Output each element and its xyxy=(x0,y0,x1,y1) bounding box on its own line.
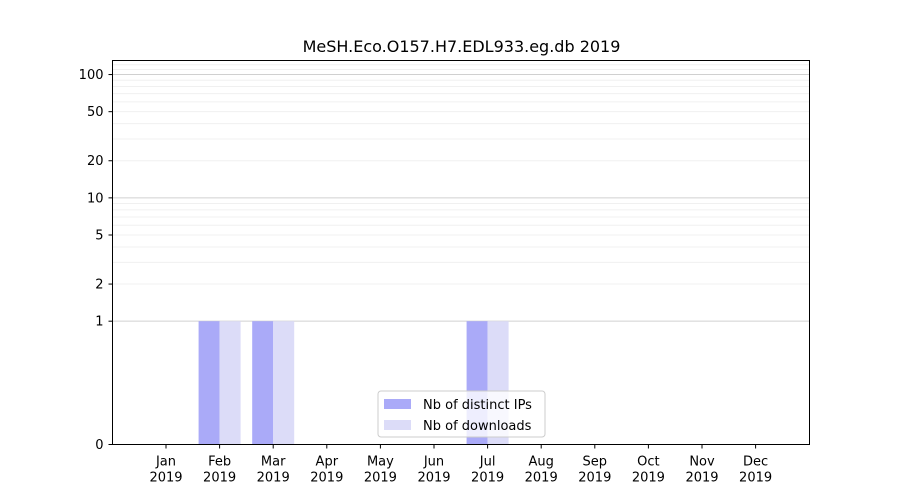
legend-label: Nb of downloads xyxy=(423,419,532,434)
y-tick-label: 1 xyxy=(95,315,103,330)
x-tick-label-year: 2019 xyxy=(525,471,558,486)
grid-lines xyxy=(112,64,810,322)
bar-downloads xyxy=(219,321,241,445)
x-tick-label-month: Jan xyxy=(155,455,176,470)
legend: Nb of distinct IPs Nb of downloads xyxy=(377,390,546,438)
bar-downloads xyxy=(273,321,295,445)
x-tick-label-year: 2019 xyxy=(471,471,504,486)
bar-distinct-ips xyxy=(198,321,220,445)
y-tick-label: 0 xyxy=(95,438,103,453)
x-tick-label-year: 2019 xyxy=(578,471,611,486)
x-tick-label-year: 2019 xyxy=(364,471,397,486)
x-tick-label-year: 2019 xyxy=(632,471,665,486)
x-tick-label-year: 2019 xyxy=(417,471,450,486)
legend-swatch xyxy=(384,420,411,430)
x-tick-label-month: Jun xyxy=(423,455,444,470)
x-tick-label-year: 2019 xyxy=(257,471,290,486)
x-tick-label-month: Sep xyxy=(583,455,608,470)
x-tick-label-month: May xyxy=(367,455,394,470)
x-tick-label-year: 2019 xyxy=(149,471,182,486)
y-tick-label: 20 xyxy=(87,154,104,169)
x-tick-label-month: Feb xyxy=(208,455,231,470)
bar-distinct-ips xyxy=(252,321,274,445)
plot-frame xyxy=(112,60,810,445)
x-axis: Jan2019Feb2019Mar2019Apr2019May2019Jun20… xyxy=(149,444,772,486)
x-tick-label-year: 2019 xyxy=(310,471,343,486)
x-tick-label-month: Mar xyxy=(261,455,286,470)
y-tick-label: 2 xyxy=(95,278,103,293)
x-tick-label-month: Jul xyxy=(479,455,496,470)
chart-title: MeSH.Eco.O157.H7.EDL933.eg.db 2019 xyxy=(303,37,621,56)
legend-box xyxy=(377,390,546,438)
x-tick-label-year: 2019 xyxy=(685,471,718,486)
y-axis: 0 1 2 5 10 20 50 100 xyxy=(79,68,113,453)
y-tick-label: 50 xyxy=(87,105,104,120)
x-tick-label-year: 2019 xyxy=(739,471,772,486)
y-tick-label: 100 xyxy=(79,68,104,83)
x-tick-label-month: Oct xyxy=(637,455,659,470)
legend-label: Nb of distinct IPs xyxy=(423,398,532,413)
x-tick-label-month: Aug xyxy=(529,455,554,470)
x-tick-label-month: Apr xyxy=(316,455,339,470)
legend-swatch xyxy=(384,399,411,409)
x-tick-label-month: Nov xyxy=(689,455,715,470)
y-tick-label: 5 xyxy=(95,228,103,243)
x-tick-label-year: 2019 xyxy=(203,471,236,486)
x-tick-label-month: Dec xyxy=(743,455,768,470)
y-tick-label: 10 xyxy=(87,191,104,206)
